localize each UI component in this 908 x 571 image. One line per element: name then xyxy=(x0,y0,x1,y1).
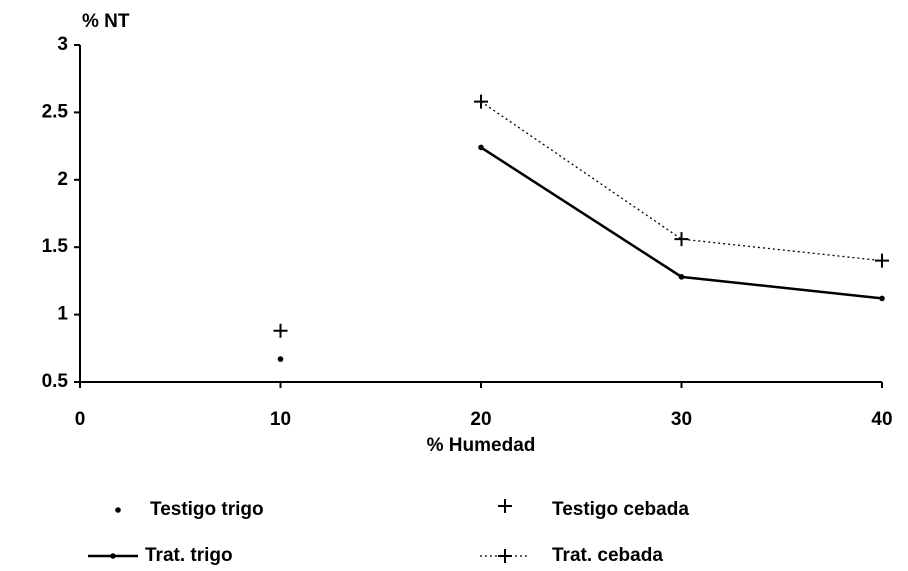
y-tick-label: 1 xyxy=(57,304,68,325)
y-tick-label: 1.5 xyxy=(42,236,69,257)
y-axis-title: % NT xyxy=(82,11,130,32)
legend-marker xyxy=(110,553,116,559)
data-point xyxy=(277,356,284,362)
x-tick-label: 0 xyxy=(75,409,86,430)
legend-label: Trat. trigo xyxy=(145,545,233,566)
legend-label: Testigo cebada xyxy=(552,499,689,520)
legend-marker xyxy=(498,549,512,563)
data-point xyxy=(674,232,689,247)
data-point xyxy=(478,144,484,151)
x-tick-label: 40 xyxy=(871,409,892,430)
data-point xyxy=(678,274,685,280)
x-axis-title: % Humedad xyxy=(427,435,536,456)
y-tick-label: 2.5 xyxy=(42,101,69,122)
data-point xyxy=(879,295,885,302)
legend-label: Trat. cebada xyxy=(552,545,663,566)
legend-marker xyxy=(498,499,512,513)
data-point xyxy=(875,253,889,268)
data-point xyxy=(273,323,288,338)
legend-label: Testigo trigo xyxy=(150,499,264,520)
x-tick-label: 10 xyxy=(270,409,291,430)
x-tick-label: 20 xyxy=(470,409,491,430)
legend-marker xyxy=(115,507,121,513)
y-tick-label: 0.5 xyxy=(42,371,69,392)
data-point xyxy=(474,94,488,109)
y-tick-label: 2 xyxy=(57,169,68,190)
series-line xyxy=(480,101,883,262)
y-tick-label: 3 xyxy=(57,34,68,55)
x-tick-label: 30 xyxy=(671,409,692,430)
